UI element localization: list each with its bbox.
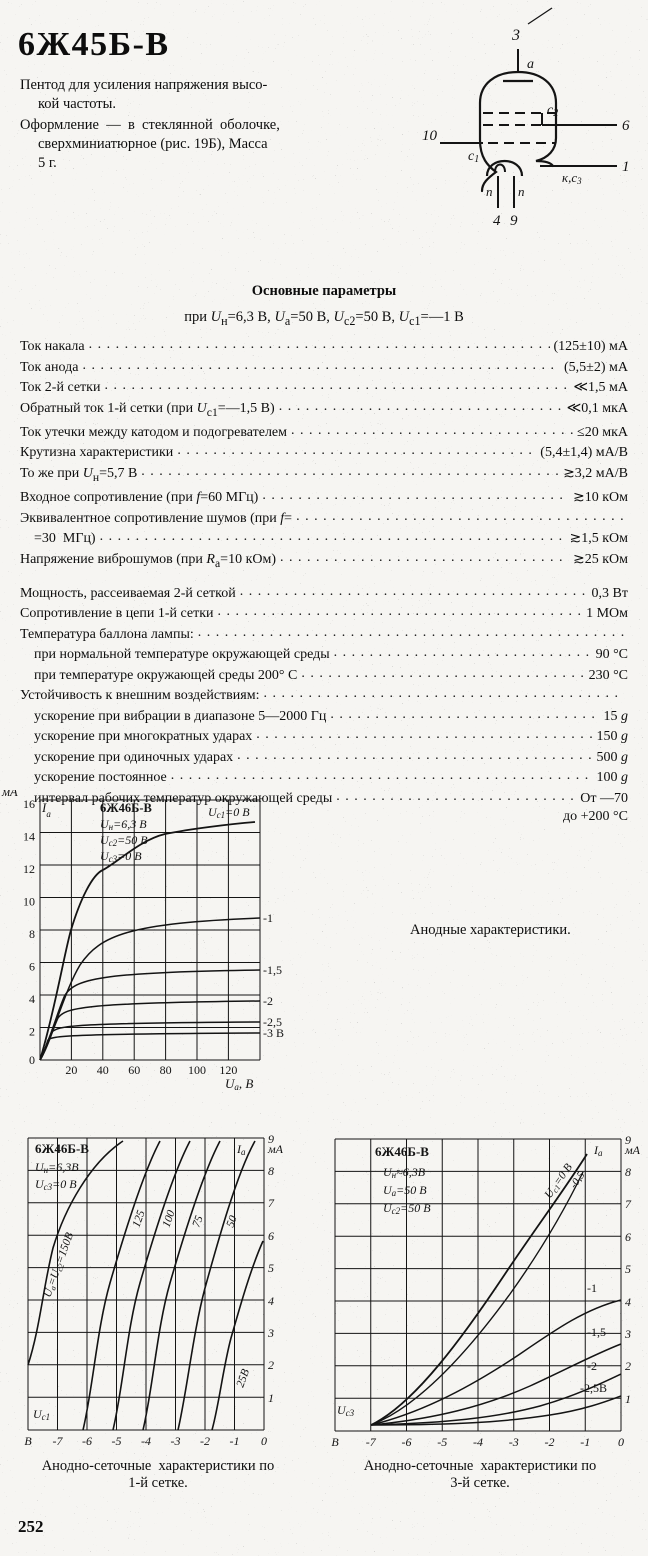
svg-text:1: 1 <box>622 159 630 175</box>
svg-text:1: 1 <box>625 1392 631 1406</box>
svg-text:-6: -6 <box>82 1434 92 1448</box>
svg-text:10: 10 <box>422 128 438 144</box>
svg-text:-3 B: -3 B <box>263 1026 284 1040</box>
svg-text:-1: -1 <box>230 1434 240 1448</box>
svg-text:100: 100 <box>188 1063 206 1077</box>
svg-text:-3: -3 <box>171 1434 181 1448</box>
svg-text:6: 6 <box>622 118 630 134</box>
svg-text:п: п <box>518 184 525 199</box>
svg-text:Uн≈6,3B: Uн≈6,3B <box>383 1165 426 1180</box>
svg-text:В: В <box>24 1434 32 1448</box>
svg-text:Ua, B: Ua, B <box>225 1076 253 1092</box>
svg-text:16: 16 <box>23 797 35 811</box>
svg-text:2: 2 <box>268 1358 274 1372</box>
svg-text:Uс3=0 B: Uс3=0 B <box>35 1177 77 1192</box>
svg-text:-2,5B: -2,5B <box>580 1381 607 1395</box>
svg-text:Ia: Ia <box>41 800 51 819</box>
svg-text:14: 14 <box>23 830 35 844</box>
svg-text:60: 60 <box>128 1063 140 1077</box>
svg-text:-1,5: -1,5 <box>587 1325 606 1339</box>
svg-text:-1,5: -1,5 <box>263 963 282 977</box>
svg-text:Ia: Ia <box>236 1142 246 1157</box>
svg-text:-4: -4 <box>141 1434 151 1448</box>
svg-text:В: В <box>331 1435 339 1449</box>
svg-text:6: 6 <box>29 960 35 974</box>
svg-text:-4: -4 <box>473 1435 483 1449</box>
svg-text:6: 6 <box>268 1229 274 1243</box>
svg-text:к,c3: к,c3 <box>562 170 582 186</box>
svg-text:40: 40 <box>97 1063 109 1077</box>
svg-text:4: 4 <box>268 1294 274 1308</box>
svg-text:5: 5 <box>268 1261 274 1275</box>
svg-text:5: 5 <box>625 1262 631 1276</box>
svg-text:Uc1=0 B: Uc1=0 B <box>208 805 250 820</box>
svg-text:п: п <box>486 184 493 199</box>
svg-text:-2: -2 <box>545 1435 555 1449</box>
svg-text:80: 80 <box>160 1063 172 1077</box>
svg-text:Uн=6,3 В: Uн=6,3 В <box>100 817 147 832</box>
svg-text:9: 9 <box>510 213 518 229</box>
svg-text:8: 8 <box>625 1165 631 1179</box>
svg-text:3: 3 <box>267 1326 274 1340</box>
svg-text:6Ж46Б-В: 6Ж46Б-В <box>35 1141 89 1156</box>
svg-text:1: 1 <box>268 1391 274 1405</box>
svg-text:50: 50 <box>225 1214 240 1229</box>
svg-text:-1: -1 <box>587 1281 597 1295</box>
svg-text:4: 4 <box>625 1295 631 1309</box>
svg-text:25B: 25B <box>235 1368 253 1390</box>
svg-text:Ua=Uc2=150B: Ua=Uc2=150B <box>42 1231 77 1299</box>
svg-text:мА: мА <box>267 1142 284 1156</box>
svg-text:-7: -7 <box>53 1434 64 1448</box>
svg-text:-1: -1 <box>580 1435 590 1449</box>
svg-text:Uc1: Uc1 <box>33 1407 50 1422</box>
svg-text:Ia: Ia <box>593 1143 603 1158</box>
svg-text:Uн=6,3B: Uн=6,3B <box>35 1160 79 1175</box>
svg-text:75: 75 <box>191 1214 206 1229</box>
svg-text:Uc3: Uc3 <box>337 1403 355 1418</box>
svg-text:0: 0 <box>618 1435 624 1449</box>
svg-text:0: 0 <box>29 1053 35 1067</box>
svg-text:8: 8 <box>268 1164 274 1178</box>
svg-text:-7: -7 <box>366 1435 377 1449</box>
svg-text:7: 7 <box>268 1196 275 1210</box>
svg-text:125: 125 <box>131 1208 148 1229</box>
svg-text:-5: -5 <box>112 1434 122 1448</box>
svg-text:-2: -2 <box>200 1434 210 1448</box>
svg-text:мА: мА <box>1 790 18 799</box>
svg-text:-2: -2 <box>263 994 273 1008</box>
svg-text:a: a <box>527 57 534 72</box>
svg-text:Uс3=0 В: Uс3=0 В <box>100 849 142 864</box>
svg-text:-3: -3 <box>509 1435 519 1449</box>
svg-text:6Ж46Б-В: 6Ж46Б-В <box>100 801 152 815</box>
svg-text:6: 6 <box>625 1230 631 1244</box>
svg-text:-5: -5 <box>437 1435 447 1449</box>
svg-text:4: 4 <box>493 213 501 229</box>
svg-text:c1: c1 <box>468 149 479 165</box>
svg-text:20: 20 <box>65 1063 77 1077</box>
svg-text:-1: -1 <box>263 911 273 925</box>
svg-text:мА: мА <box>624 1143 641 1157</box>
svg-text:8: 8 <box>29 927 35 941</box>
svg-text:7: 7 <box>625 1197 632 1211</box>
svg-text:10: 10 <box>23 895 35 909</box>
svg-text:0: 0 <box>261 1434 267 1448</box>
svg-text:4: 4 <box>29 992 35 1006</box>
svg-text:Uc2=50 B: Uc2=50 B <box>383 1201 431 1216</box>
svg-text:3: 3 <box>624 1327 631 1341</box>
svg-text:-6: -6 <box>402 1435 412 1449</box>
svg-text:Uс2=50 В: Uс2=50 В <box>100 833 148 848</box>
svg-text:12: 12 <box>23 862 35 876</box>
svg-text:2: 2 <box>29 1025 35 1039</box>
svg-text:120: 120 <box>219 1063 237 1077</box>
svg-text:Ua=50 B: Ua=50 B <box>383 1183 427 1198</box>
svg-text:6Ж46Б-В: 6Ж46Б-В <box>375 1144 429 1159</box>
svg-text:3: 3 <box>511 27 520 44</box>
svg-text:2: 2 <box>625 1359 631 1373</box>
svg-text:-2: -2 <box>587 1359 597 1373</box>
